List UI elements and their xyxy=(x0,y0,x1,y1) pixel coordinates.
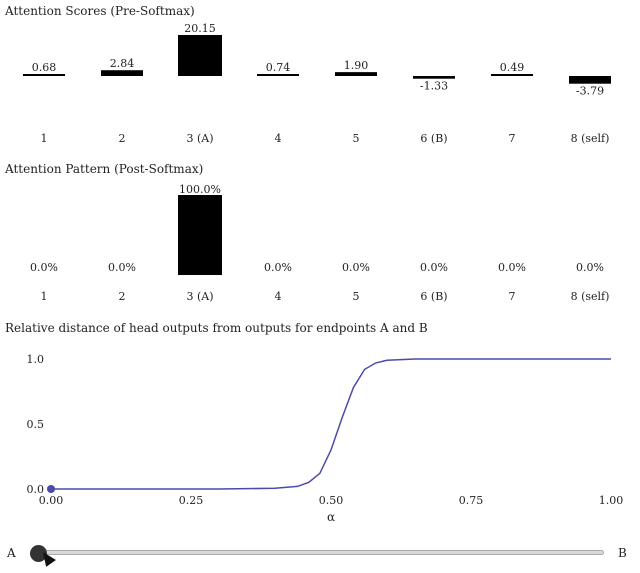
score-category-label: 2 xyxy=(119,132,126,145)
x-tick-label: 0.00 xyxy=(39,494,64,507)
pattern-value-label: 0.0% xyxy=(264,261,292,274)
pattern-category-label: 6 (B) xyxy=(420,290,447,303)
score-bar xyxy=(101,70,143,76)
score-value-label: 20.15 xyxy=(184,22,216,35)
score-category-label: 5 xyxy=(353,132,360,145)
pattern-category-label: 5 xyxy=(353,290,360,303)
pattern-category-label: 4 xyxy=(275,290,282,303)
x-tick-label: 0.75 xyxy=(459,494,484,507)
score-category-label: 6 (B) xyxy=(420,132,447,145)
pattern-value-label: 0.0% xyxy=(576,261,604,274)
x-tick-label: 1.00 xyxy=(599,494,624,507)
scores-chart-title: Attention Scores (Pre-Softmax) xyxy=(5,4,195,18)
pattern-value-label: 100.0% xyxy=(179,183,221,196)
distance-line-chart: 0.00 0.25 0.50 0.75 1.00 0.0 0.5 1.0 α xyxy=(27,353,624,524)
score-value-label: 0.49 xyxy=(500,61,525,74)
score-bar xyxy=(335,72,377,76)
score-value-label: 1.90 xyxy=(344,59,369,72)
score-bar xyxy=(178,35,222,76)
current-alpha-marker xyxy=(47,485,55,493)
score-bar xyxy=(491,74,533,76)
pattern-category-label: 2 xyxy=(119,290,126,303)
pattern-category-label: 1 xyxy=(41,290,48,303)
pattern-bar xyxy=(178,195,222,275)
score-category-label: 1 xyxy=(41,132,48,145)
alpha-slider-track[interactable] xyxy=(36,550,604,555)
pattern-chart-title: Attention Pattern (Post-Softmax) xyxy=(5,162,204,176)
x-tick-label: 0.50 xyxy=(319,494,344,507)
slider-left-label: A xyxy=(7,546,16,560)
score-bar xyxy=(257,74,299,76)
score-bar xyxy=(569,76,611,84)
score-value-label: 0.68 xyxy=(32,61,57,74)
x-tick-label: 0.25 xyxy=(179,494,204,507)
y-tick-label: 1.0 xyxy=(27,353,45,366)
score-value-label: -3.79 xyxy=(576,85,604,98)
x-axis-label: α xyxy=(327,510,335,524)
y-tick-label: 0.5 xyxy=(27,418,45,431)
pattern-value-label: 0.0% xyxy=(420,261,448,274)
pattern-value-label: 0.0% xyxy=(108,261,136,274)
score-value-label: -1.33 xyxy=(420,80,448,93)
pattern-category-label: 7 xyxy=(509,290,516,303)
y-tick-label: 0.0 xyxy=(27,483,45,496)
alpha-slider-thumb[interactable] xyxy=(30,545,47,562)
score-value-label: 2.84 xyxy=(110,57,135,70)
pattern-category-label: 8 (self) xyxy=(571,290,610,303)
score-category-label: 7 xyxy=(509,132,516,145)
score-category-label: 4 xyxy=(275,132,282,145)
pattern-value-label: 0.0% xyxy=(342,261,370,274)
score-category-label: 3 (A) xyxy=(186,132,213,145)
pattern-category-label: 3 (A) xyxy=(186,290,213,303)
pattern-value-label: 0.0% xyxy=(498,261,526,274)
distance-chart-title: Relative distance of head outputs from o… xyxy=(5,321,428,335)
score-category-label: 8 (self) xyxy=(571,132,610,145)
pattern-value-label: 0.0% xyxy=(30,261,58,274)
attention-scores-chart: 0.68 1 2.84 2 20.15 3 (A) 0.74 4 1.90 5 -1.33 6 (B)… xyxy=(23,22,611,145)
score-bar xyxy=(23,74,65,76)
score-bar xyxy=(413,76,455,79)
score-value-label: 0.74 xyxy=(266,61,291,74)
slider-right-label: B xyxy=(618,546,627,560)
attention-pattern-chart: 0.0% 1 0.0% 2 100.0% 3 (A) 0.0% 4 0.0% 5 0.0% 6 (B)… xyxy=(30,183,610,303)
distance-series-line xyxy=(51,358,611,490)
